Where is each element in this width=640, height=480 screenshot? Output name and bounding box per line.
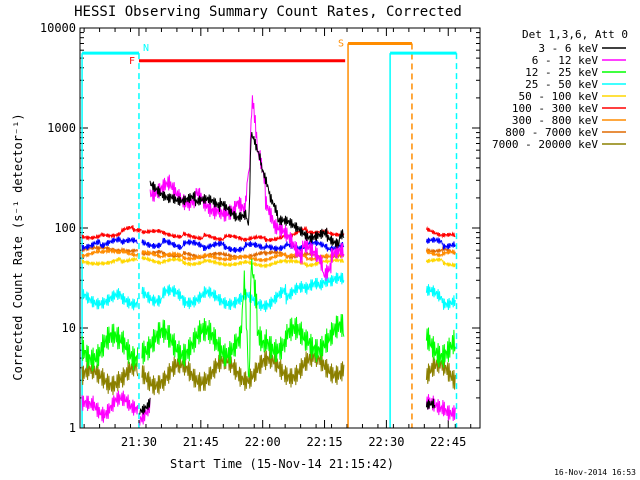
y-tick-label: 100 [54,221,76,235]
state-bar-label: F [129,56,135,67]
series-line [141,237,345,254]
legend-label: 100 - 300 keV [512,102,598,115]
series-line [141,249,345,264]
series-line [425,257,456,268]
legend-label: 50 - 100 keV [519,90,599,103]
plot-area: 1 10 100 1000 10000 21:30 21:45 22:00 22:15 22:30… [40,21,480,449]
legend-header: Det 1,3,6, Att 0 [522,28,628,41]
series-line [425,327,456,368]
x-tick-label: 22:15 [306,435,342,449]
series-line [141,226,345,244]
series-line [81,287,139,311]
series-line [81,236,138,251]
series-line [425,236,456,250]
legend-label: 12 - 25 keV [525,66,598,79]
y-axis-label: Corrected Count Rate (s⁻¹ detector⁻¹) [11,113,25,380]
series-line [149,95,345,281]
y-tick-label: 10000 [40,21,76,35]
series-line [81,248,139,259]
series-line [81,225,143,241]
x-tick-label: 22:00 [245,435,281,449]
series-line [425,398,436,410]
series-line [141,272,345,313]
series-line [425,225,456,239]
legend-label: 6 - 12 keV [532,54,599,67]
x-axis-label: Start Time (15-Nov-14 21:15:42) [170,457,394,471]
series-line [139,397,151,415]
legend-label: 300 - 800 keV [512,114,598,127]
series-line [81,357,139,396]
series-line [141,255,345,269]
series-line [425,248,456,258]
legend-label: 3 - 6 keV [538,42,598,55]
state-bar-label: S [338,38,344,49]
x-tick-label: 21:45 [183,435,219,449]
series-line [81,323,139,372]
x-tick-label: 22:30 [368,435,404,449]
series-line [425,353,456,390]
series-line [425,284,456,311]
series-line [141,347,345,396]
y-tick-label: 1 [69,421,76,435]
chart-title: HESSI Observing Summary Count Rates, Cor… [74,4,462,20]
y-tick-label: 10 [62,321,76,335]
y-tick-label: 1000 [47,121,76,135]
state-bar-label: N [143,43,149,54]
series-line [425,394,456,422]
timestamp: 16-Nov-2014 16:53 [554,468,636,477]
x-tick-label: 21:30 [121,435,157,449]
series-line [141,258,345,379]
legend-label: 7000 - 20000 keV [492,138,598,151]
legend-label: 25 - 50 keV [525,78,598,91]
series-line [81,390,139,423]
plot-frame [79,27,481,429]
series-line [81,256,139,267]
series-line [149,132,345,249]
x-tick-label: 22:45 [430,435,466,449]
legend-label: 800 - 7000 keV [505,126,598,139]
